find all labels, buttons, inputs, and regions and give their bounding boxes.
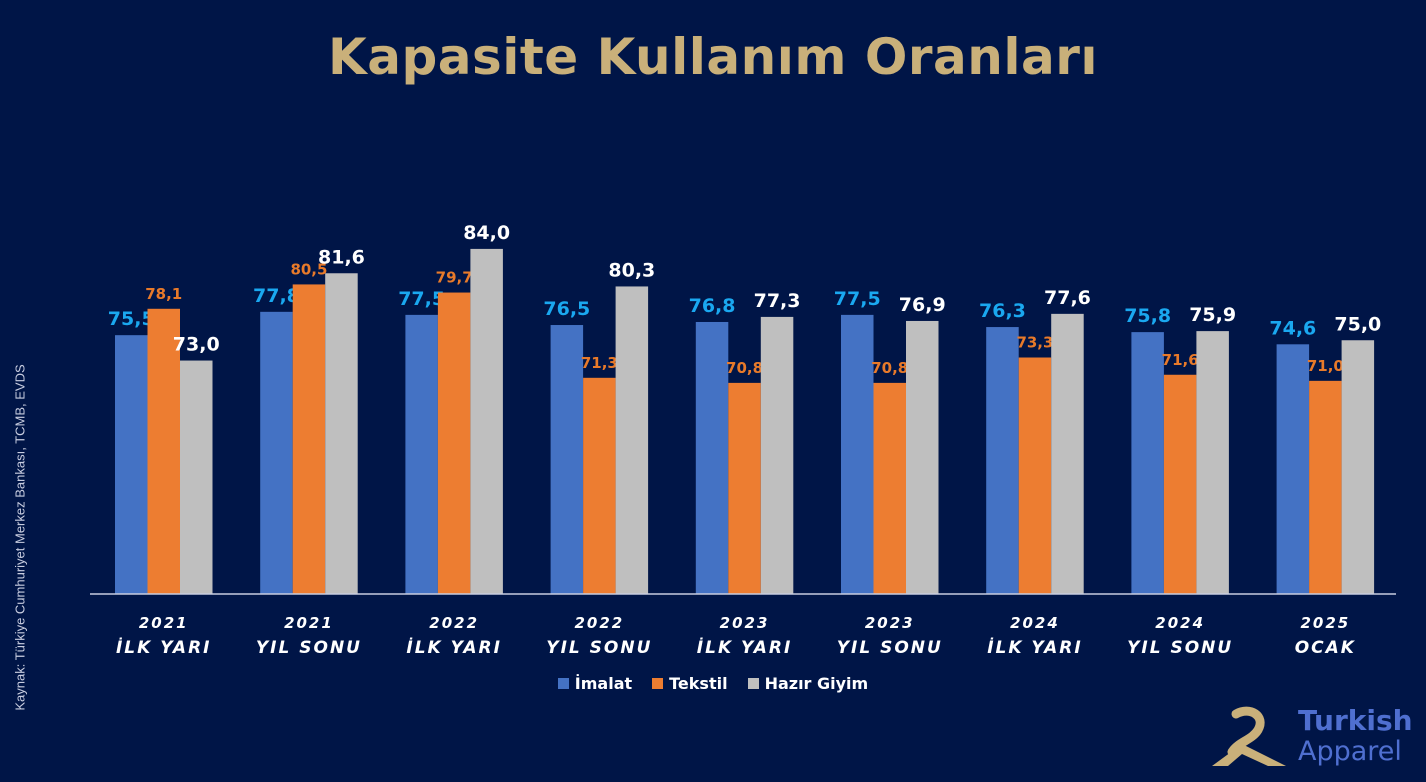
data-label: 84,0 xyxy=(463,222,510,244)
data-label: 80,3 xyxy=(608,259,655,281)
x-tick-label-period: İLK YARI xyxy=(697,636,793,658)
x-tick-label-year: 2023 xyxy=(865,614,915,632)
data-label: 77,5 xyxy=(834,288,881,310)
bar-Tekstil xyxy=(873,382,906,594)
legend-item: Tekstil xyxy=(652,674,728,693)
logo-word-apparel: Apparel xyxy=(1298,736,1402,767)
legend-swatch xyxy=(557,678,569,689)
bar-Tekstil xyxy=(728,382,761,594)
x-tick-label-year: 2025 xyxy=(1300,614,1350,632)
x-tick-label-period: YIL SONU xyxy=(256,638,362,658)
bar-Tekstil xyxy=(1018,357,1052,594)
data-label: 77,3 xyxy=(754,290,801,312)
x-tick-label-year: 2023 xyxy=(720,614,770,632)
legend-label: İmalat xyxy=(574,674,633,693)
data-label: 79,7 xyxy=(436,269,473,287)
legend-item: Hazır Giyim xyxy=(747,674,869,693)
data-label: 76,8 xyxy=(689,295,736,317)
chart-title: Kapasite Kullanım Oranları xyxy=(327,28,1099,86)
x-tick-label-period: İLK YARI xyxy=(406,636,502,658)
x-tick-label-period: YIL SONU xyxy=(837,638,943,658)
data-label: 77,8 xyxy=(253,285,300,307)
data-label: 75,9 xyxy=(1189,304,1236,326)
data-label: 77,5 xyxy=(398,288,445,310)
bar-İmalat xyxy=(550,325,584,594)
logo-word-turkish: Turkish xyxy=(1298,704,1413,737)
bar-Hazır Giyim xyxy=(180,360,213,594)
data-label: 71,0 xyxy=(1307,357,1344,375)
x-tick-label-year: 2021 xyxy=(139,614,189,632)
bar-Hazır Giyim xyxy=(1196,331,1229,594)
data-label: 75,0 xyxy=(1334,313,1381,335)
data-label: 70,8 xyxy=(726,359,763,377)
legend-label: Hazır Giyim xyxy=(764,674,869,693)
data-label: 76,9 xyxy=(899,294,946,316)
bar-Hazır Giyim xyxy=(325,273,358,594)
data-label: 80,5 xyxy=(290,260,327,278)
legend-swatch xyxy=(747,678,759,689)
data-label: 76,5 xyxy=(543,298,590,320)
bar-Hazır Giyim xyxy=(470,248,503,594)
x-tick-label-year: 2021 xyxy=(284,614,334,632)
legend-swatch xyxy=(652,678,664,689)
data-label: 81,6 xyxy=(318,246,365,268)
legend: İmalat Tekstil Hazır Giyim xyxy=(0,674,1426,693)
x-tick-label-period: İLK YARI xyxy=(116,636,212,658)
bar-İmalat xyxy=(986,327,1019,594)
logo-mark-icon xyxy=(1212,706,1286,766)
bar-İmalat xyxy=(1131,332,1164,594)
bar-Tekstil xyxy=(583,377,616,594)
bar-Tekstil xyxy=(292,284,326,594)
bar-İmalat xyxy=(405,314,438,594)
bar-İmalat xyxy=(695,321,729,594)
bar-Hazır Giyim xyxy=(760,316,794,594)
data-label: 78,1 xyxy=(145,285,182,303)
legend-item: İmalat xyxy=(557,674,633,693)
bar-İmalat xyxy=(1276,344,1310,594)
bar-İmalat xyxy=(841,314,874,594)
x-tick-label-year: 2022 xyxy=(429,614,479,632)
x-tick-label-period: YIL SONU xyxy=(546,638,652,658)
bar-Tekstil xyxy=(1163,374,1197,594)
bar-Tekstil xyxy=(147,308,180,594)
data-label: 75,8 xyxy=(1124,305,1171,327)
bar-Hazır Giyim xyxy=(1051,313,1084,594)
data-label: 73,3 xyxy=(1016,334,1053,352)
data-label: 76,3 xyxy=(979,300,1026,322)
bar-Hazır Giyim xyxy=(1341,340,1375,594)
x-tick-label-period: YIL SONU xyxy=(1127,638,1233,658)
turkish-apparel-logo: Turkish Apparel xyxy=(1208,700,1418,775)
bar-İmalat xyxy=(115,335,148,594)
bar-Hazır Giyim xyxy=(615,286,649,594)
data-label: 70,8 xyxy=(871,359,908,377)
x-tick-label-year: 2024 xyxy=(1010,614,1060,632)
data-label: 73,0 xyxy=(173,334,220,356)
bar-Tekstil xyxy=(437,292,471,594)
data-label: 75,5 xyxy=(108,308,155,330)
data-label: 77,6 xyxy=(1044,287,1091,309)
bar-Tekstil xyxy=(1309,380,1342,594)
data-label: 71,3 xyxy=(581,354,618,372)
bar-Hazır Giyim xyxy=(906,320,939,594)
x-tick-label-year: 2024 xyxy=(1155,614,1205,632)
data-label: 71,6 xyxy=(1162,351,1199,369)
x-tick-label-period: İLK YARI xyxy=(987,636,1083,658)
bar-İmalat xyxy=(260,311,293,594)
data-label: 74,6 xyxy=(1269,317,1316,339)
x-tick-label-year: 2022 xyxy=(574,614,624,632)
x-tick-label-period: OCAK xyxy=(1295,638,1356,658)
legend-label: Tekstil xyxy=(669,674,728,693)
